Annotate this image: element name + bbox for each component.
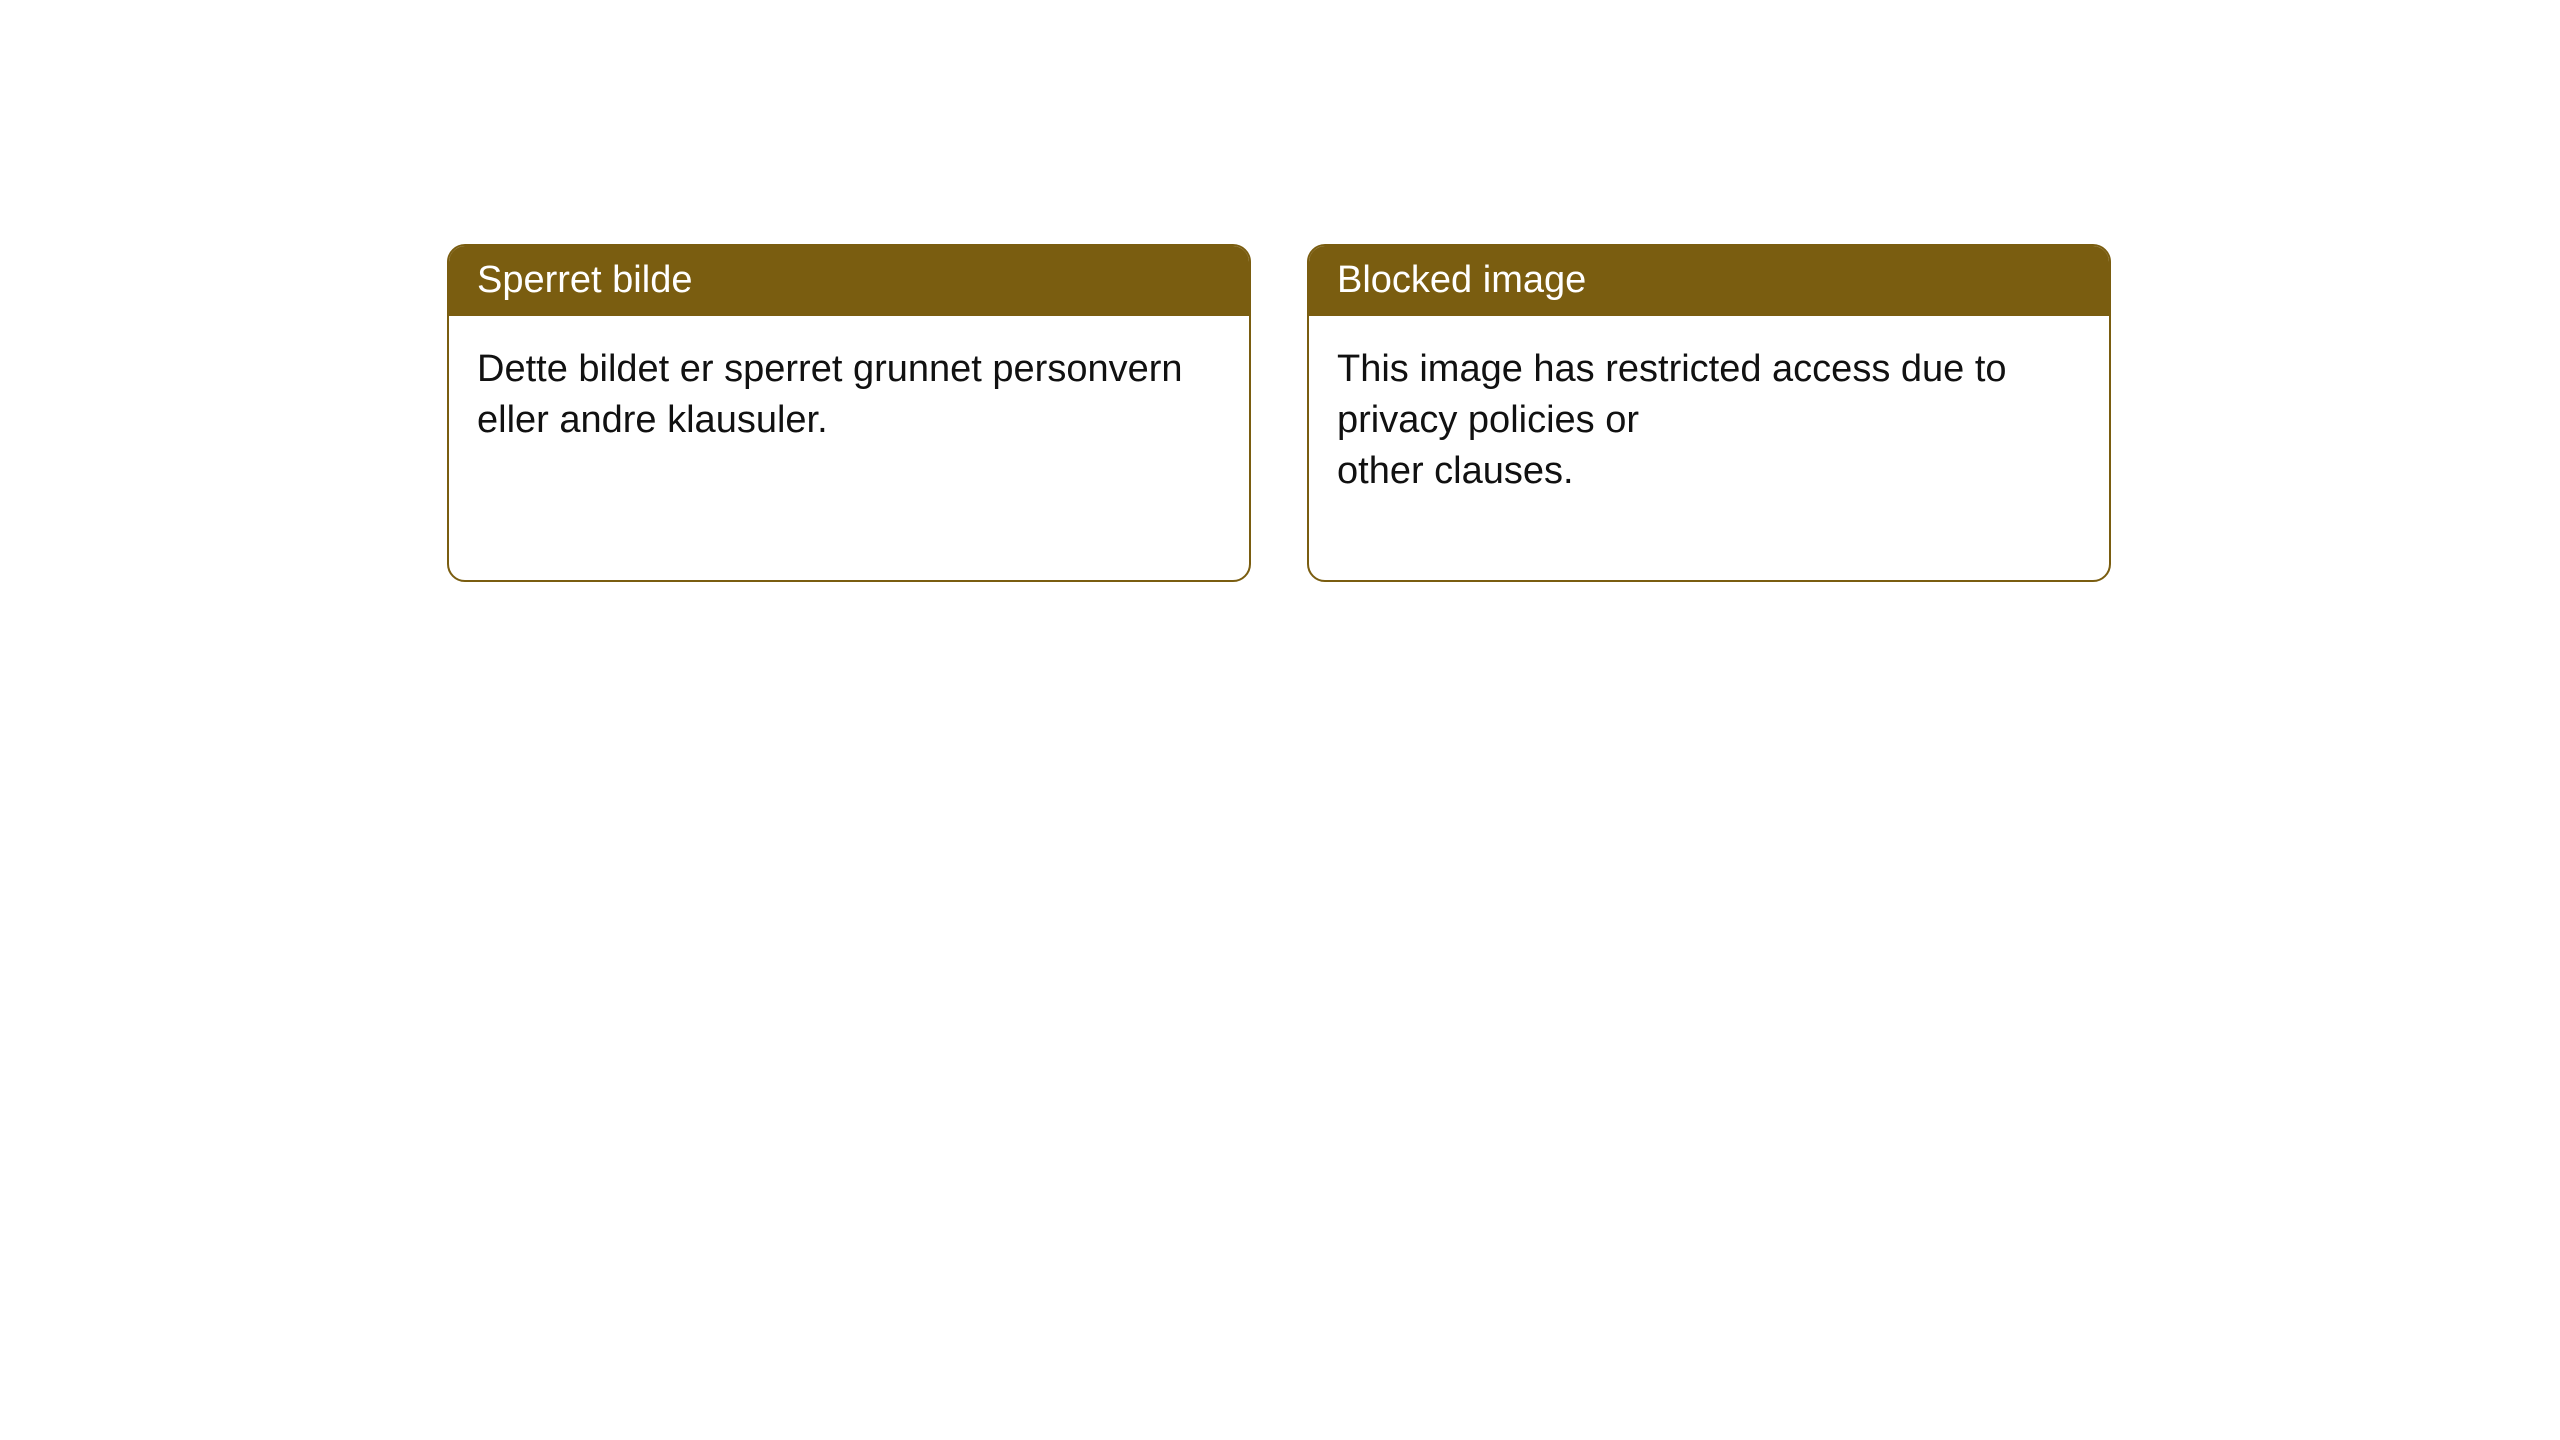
notice-card-en: Blocked image This image has restricted … [1307,244,2111,582]
blocked-image-notices: Sperret bilde Dette bildet er sperret gr… [447,244,2111,582]
notice-title-no: Sperret bilde [449,246,1249,316]
notice-body-no: Dette bildet er sperret grunnet personve… [449,316,1249,475]
notice-title-en: Blocked image [1309,246,2109,316]
notice-card-no: Sperret bilde Dette bildet er sperret gr… [447,244,1251,582]
notice-body-en: This image has restricted access due to … [1309,316,2109,526]
